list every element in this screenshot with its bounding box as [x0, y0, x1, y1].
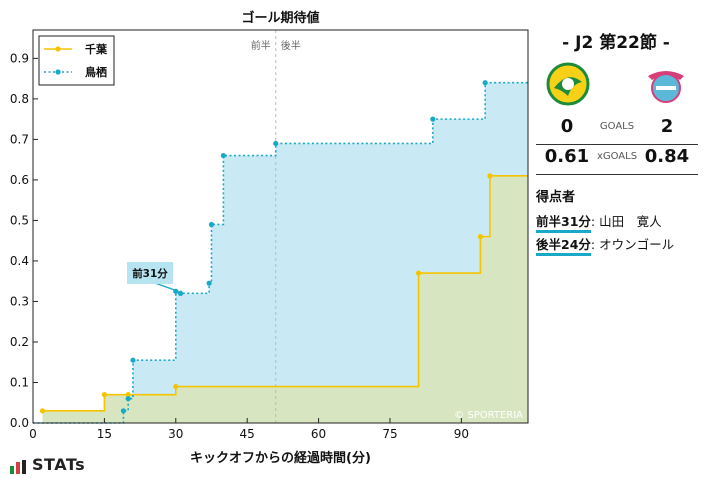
home-goals: 0: [560, 116, 574, 137]
x-tick-label: 30: [168, 427, 183, 441]
annotation-box: [127, 262, 173, 284]
data-point-tosu: [208, 221, 215, 228]
data-point-chiba: [173, 383, 179, 390]
x-tick-label: 0: [29, 427, 37, 441]
x-tick-label: 75: [382, 427, 397, 441]
data-point-chiba: [487, 173, 493, 179]
data-point-tosu: [206, 280, 212, 286]
series-area-tosu: [33, 82, 528, 423]
xgoals-label: xGOALS: [596, 151, 638, 162]
y-tick-label: 0.3: [10, 294, 29, 308]
y-tick-label: 0.8: [10, 92, 29, 106]
y-tick-label: 0.0: [10, 416, 29, 430]
halftime-label: 前半: [251, 39, 271, 52]
scorers-title: 得点者: [536, 190, 576, 205]
match-title: - J2 第22節 -: [562, 33, 670, 53]
data-point-tosu: [177, 290, 184, 296]
data-point-chiba: [125, 392, 131, 398]
legend-marker-tosu: [55, 69, 61, 75]
data-point-tosu: [430, 116, 436, 122]
data-point-chiba: [101, 392, 107, 398]
legend-label-chiba: 千葉: [85, 42, 108, 56]
data-point-tosu: [125, 396, 131, 402]
bar-chart-icon: [10, 460, 26, 474]
data-point-tosu: [273, 140, 279, 147]
scorer-item: 前半31分: 山田 寛人: [536, 211, 662, 233]
x-tick-label: 45: [240, 427, 255, 441]
series-area-chiba: [42, 175, 529, 423]
legend-box: [38, 35, 115, 86]
data-point-tosu: [220, 152, 226, 159]
scorer-name: : 山田 寛人: [590, 214, 662, 229]
y-tick-label: 0.7: [10, 132, 29, 146]
goals-row: 0 GOALS 2: [536, 116, 698, 145]
away-xg: 0.84: [644, 146, 690, 167]
chart-title: ゴール期待値: [241, 10, 319, 26]
y-tick-label: 0.5: [10, 213, 29, 227]
away-goals: 2: [660, 116, 674, 137]
y-tick-label: 0.9: [10, 51, 29, 65]
data-point-tosu: [130, 357, 136, 363]
brand-name: STATs: [32, 455, 86, 474]
tosu-logo: [648, 71, 684, 103]
x-tick-label: 15: [97, 427, 112, 441]
legend-label-tosu: 鳥栖: [85, 65, 107, 79]
x-tick-label: 60: [311, 427, 326, 441]
annotation-label: 前31分: [132, 267, 168, 280]
xgoals-row: 0.61 xGOALS 0.84: [536, 146, 698, 175]
data-point-tosu: [482, 80, 488, 86]
y-tick-label: 0.4: [10, 254, 29, 268]
data-point-tosu: [120, 408, 127, 414]
y-tick-label: 0.6: [10, 173, 29, 187]
data-point-chiba: [39, 408, 46, 414]
scorer-item: 後半24分: オウンゴール: [536, 234, 675, 256]
scorer-time: 前半31分: [536, 214, 591, 233]
y-tick-label: 0.2: [10, 335, 29, 349]
watermark: © SPORTERIA: [454, 410, 523, 421]
halftime-label: 後半: [281, 39, 301, 52]
chiba-logo: [546, 62, 590, 106]
goals-label: GOALS: [599, 121, 635, 132]
x-tick-label: 90: [454, 427, 469, 441]
home-xg: 0.61: [544, 146, 590, 167]
legend-marker-chiba: [55, 46, 61, 52]
y-tick-label: 0.1: [10, 375, 29, 389]
scorer-time: 後半24分: [536, 237, 591, 256]
data-point-chiba: [477, 234, 484, 240]
scorer-name: : オウンゴール: [590, 237, 675, 252]
data-point-chiba: [415, 270, 422, 276]
plot-frame: [32, 29, 529, 424]
x-axis-label: キックオフからの経過時間(分): [190, 450, 371, 466]
